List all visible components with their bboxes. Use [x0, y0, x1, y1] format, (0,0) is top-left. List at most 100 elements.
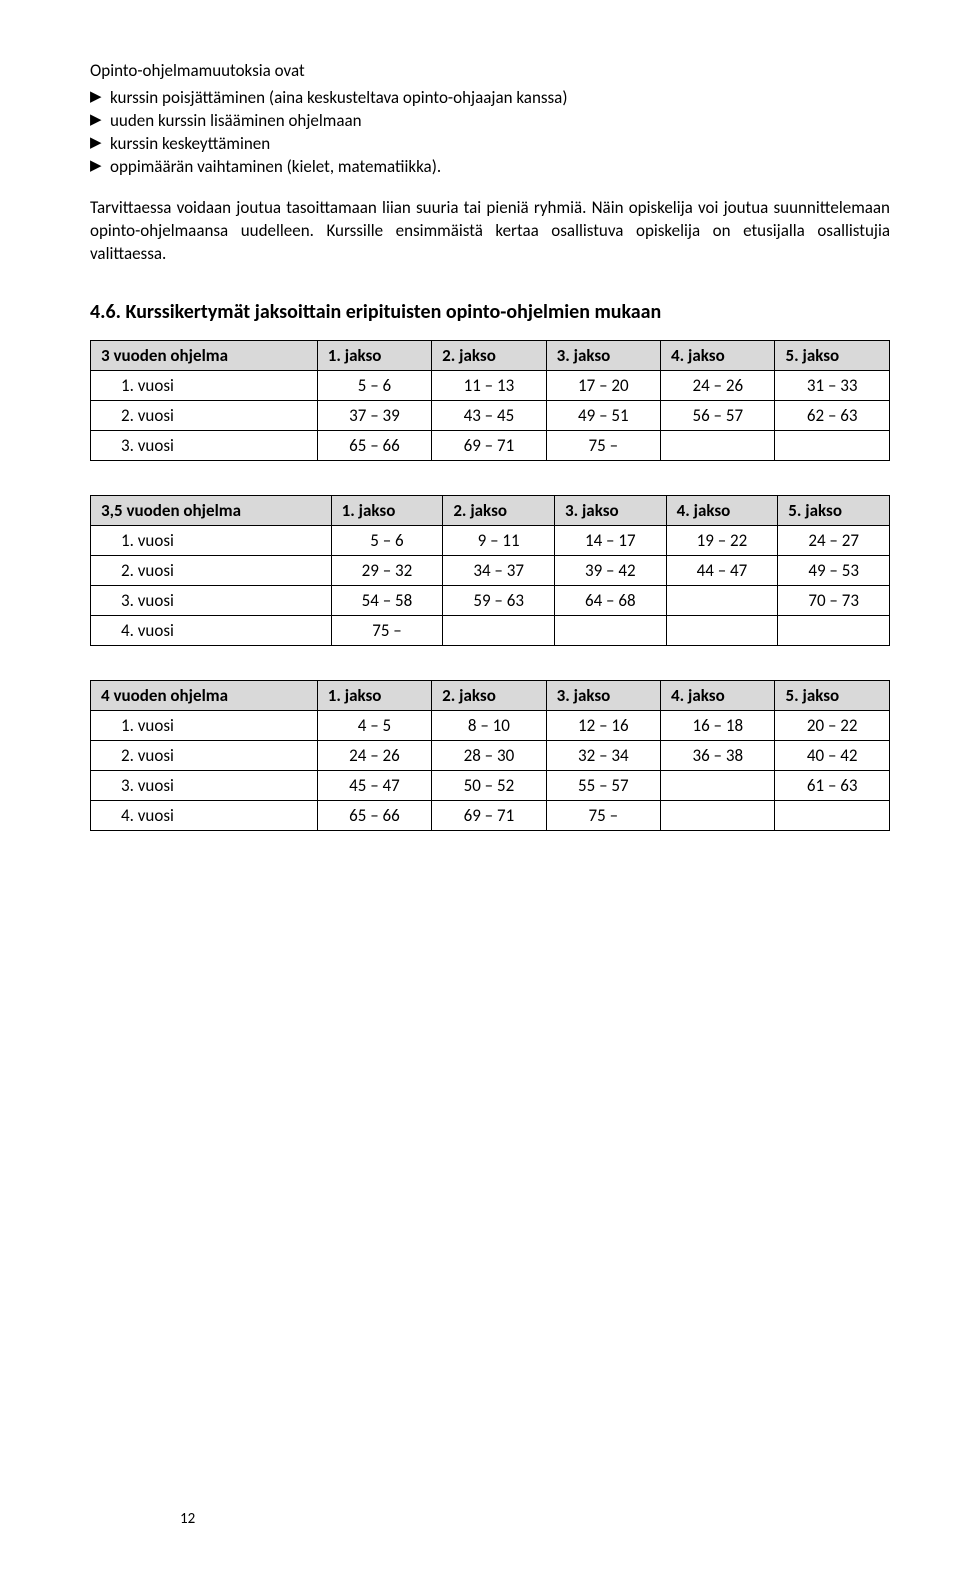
- cell: 65 – 66: [317, 430, 431, 460]
- cell: 49 – 51: [546, 400, 660, 430]
- col-header: 2. jakso: [443, 495, 555, 525]
- table-3-5-year: 3,5 vuoden ohjelma 1. jakso 2. jakso 3. …: [90, 495, 890, 646]
- cell: 17 – 20: [546, 370, 660, 400]
- row-label: 4. vuosi: [91, 615, 332, 645]
- cell: [661, 800, 775, 830]
- col-header: 5. jakso: [778, 495, 890, 525]
- cell: 12 – 16: [546, 710, 660, 740]
- cell: [554, 615, 666, 645]
- cell: 49 – 53: [778, 555, 890, 585]
- cell: [666, 615, 778, 645]
- table-header-row: 3 vuoden ohjelma 1. jakso 2. jakso 3. ja…: [91, 340, 890, 370]
- row-label: 2. vuosi: [91, 400, 318, 430]
- cell: 54 – 58: [331, 585, 443, 615]
- cell: 9 – 11: [443, 525, 555, 555]
- page-number: 12: [180, 1510, 195, 1528]
- bullet-item: kurssin keskeyttäminen: [90, 133, 890, 156]
- intro-lead: Opinto-ohjelmamuutoksia ovat: [90, 60, 890, 83]
- table-3-year: 3 vuoden ohjelma 1. jakso 2. jakso 3. ja…: [90, 340, 890, 461]
- cell: 55 – 57: [546, 770, 660, 800]
- col-header: 4. jakso: [661, 680, 775, 710]
- cell: 37 – 39: [317, 400, 431, 430]
- cell: [661, 770, 775, 800]
- cell: [666, 585, 778, 615]
- cell: 39 – 42: [554, 555, 666, 585]
- row-label: 1. vuosi: [91, 370, 318, 400]
- row-label: 2. vuosi: [91, 740, 318, 770]
- cell: 14 – 17: [554, 525, 666, 555]
- cell: 64 – 68: [554, 585, 666, 615]
- cell: [775, 800, 890, 830]
- cell: 43 – 45: [432, 400, 546, 430]
- cell: 4 – 5: [317, 710, 431, 740]
- table-row: 1. vuosi 5 – 6 9 – 11 14 – 17 19 – 22 24…: [91, 525, 890, 555]
- cell: 40 – 42: [775, 740, 890, 770]
- bullet-item: oppimäärän vaihtaminen (kielet, matemati…: [90, 156, 890, 179]
- table-row: 4. vuosi 65 – 66 69 – 71 75 –: [91, 800, 890, 830]
- cell: 50 – 52: [432, 770, 546, 800]
- cell: 20 – 22: [775, 710, 890, 740]
- cell: 69 – 71: [432, 430, 546, 460]
- cell: 5 – 6: [317, 370, 431, 400]
- intro-bullets: kurssin poisjättäminen (aina keskustelta…: [90, 87, 890, 179]
- table-row: 2. vuosi 29 – 32 34 – 37 39 – 42 44 – 47…: [91, 555, 890, 585]
- cell: 24 – 26: [317, 740, 431, 770]
- row-label: 3. vuosi: [91, 430, 318, 460]
- intro-paragraph: Tarvittaessa voidaan joutua tasoittamaan…: [90, 197, 890, 266]
- col-header: 2. jakso: [432, 340, 546, 370]
- cell: 34 – 37: [443, 555, 555, 585]
- table-row: 3. vuosi 65 – 66 69 – 71 75 –: [91, 430, 890, 460]
- cell: 61 – 63: [775, 770, 890, 800]
- table-title: 4 vuoden ohjelma: [91, 680, 318, 710]
- cell: [775, 430, 890, 460]
- cell: 29 – 32: [331, 555, 443, 585]
- col-header: 1. jakso: [317, 680, 431, 710]
- table-row: 1. vuosi 4 – 5 8 – 10 12 – 16 16 – 18 20…: [91, 710, 890, 740]
- row-label: 3. vuosi: [91, 770, 318, 800]
- cell: 69 – 71: [432, 800, 546, 830]
- cell: 44 – 47: [666, 555, 778, 585]
- table-row: 1. vuosi 5 – 6 11 – 13 17 – 20 24 – 26 3…: [91, 370, 890, 400]
- cell: [778, 615, 890, 645]
- cell: 56 – 57: [661, 400, 775, 430]
- table-row: 3. vuosi 54 – 58 59 – 63 64 – 68 70 – 73: [91, 585, 890, 615]
- cell: [443, 615, 555, 645]
- row-label: 3. vuosi: [91, 585, 332, 615]
- col-header: 1. jakso: [331, 495, 443, 525]
- cell: 28 – 30: [432, 740, 546, 770]
- table-title: 3,5 vuoden ohjelma: [91, 495, 332, 525]
- col-header: 3. jakso: [554, 495, 666, 525]
- col-header: 5. jakso: [775, 340, 890, 370]
- table-header-row: 4 vuoden ohjelma 1. jakso 2. jakso 3. ja…: [91, 680, 890, 710]
- cell: 70 – 73: [778, 585, 890, 615]
- bullet-item: kurssin poisjättäminen (aina keskustelta…: [90, 87, 890, 110]
- cell: 65 – 66: [317, 800, 431, 830]
- col-header: 5. jakso: [775, 680, 890, 710]
- cell: 31 – 33: [775, 370, 890, 400]
- cell: 75 –: [546, 430, 660, 460]
- col-header: 4. jakso: [661, 340, 775, 370]
- table-row: 2. vuosi 37 – 39 43 – 45 49 – 51 56 – 57…: [91, 400, 890, 430]
- cell: 19 – 22: [666, 525, 778, 555]
- table-row: 4. vuosi 75 –: [91, 615, 890, 645]
- section-heading: 4.6. Kurssikertymät jaksoittain eripitui…: [90, 300, 890, 324]
- col-header: 2. jakso: [432, 680, 546, 710]
- row-label: 2. vuosi: [91, 555, 332, 585]
- cell: 75 –: [546, 800, 660, 830]
- table-title: 3 vuoden ohjelma: [91, 340, 318, 370]
- row-label: 4. vuosi: [91, 800, 318, 830]
- cell: 8 – 10: [432, 710, 546, 740]
- cell: [661, 430, 775, 460]
- cell: 16 – 18: [661, 710, 775, 740]
- cell: 75 –: [331, 615, 443, 645]
- cell: 24 – 27: [778, 525, 890, 555]
- table-row: 2. vuosi 24 – 26 28 – 30 32 – 34 36 – 38…: [91, 740, 890, 770]
- cell: 36 – 38: [661, 740, 775, 770]
- bullet-item: uuden kurssin lisääminen ohjelmaan: [90, 110, 890, 133]
- row-label: 1. vuosi: [91, 710, 318, 740]
- col-header: 3. jakso: [546, 340, 660, 370]
- cell: 62 – 63: [775, 400, 890, 430]
- cell: 32 – 34: [546, 740, 660, 770]
- cell: 59 – 63: [443, 585, 555, 615]
- row-label: 1. vuosi: [91, 525, 332, 555]
